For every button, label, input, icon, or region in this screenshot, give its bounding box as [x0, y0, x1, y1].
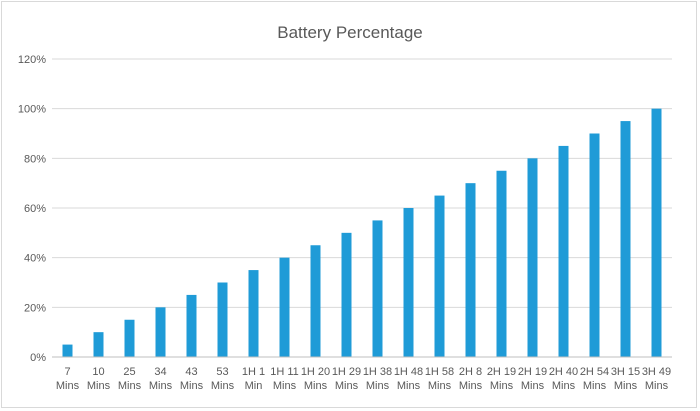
- bar: [279, 257, 290, 357]
- bar: [155, 307, 166, 357]
- x-tick-label: 3H 15 Mins: [611, 366, 640, 392]
- x-tick-label: 10 Mins: [87, 366, 111, 392]
- bar: [93, 332, 104, 357]
- bars: [62, 108, 662, 358]
- y-tick-label: 60%: [24, 203, 46, 215]
- bar: [341, 232, 352, 357]
- bar: [496, 170, 507, 357]
- x-tick-label: 2H 54 Mins: [580, 366, 609, 392]
- x-tick-label: 34 Mins: [149, 366, 173, 392]
- x-tick-label: 1H 1 Min: [242, 366, 265, 392]
- y-tick-label: 0%: [30, 352, 46, 364]
- y-axis-ticks: 0% 20% 40% 60% 80% 100% 120%: [18, 54, 46, 364]
- x-tick-label: 3H 49 Mins: [642, 366, 671, 392]
- bar: [465, 183, 476, 357]
- chart-title: Battery Percentage: [277, 23, 423, 42]
- x-tick-label: 1H 58 Mins: [425, 366, 454, 392]
- y-tick-label: 20%: [24, 302, 46, 314]
- x-tick-label: 1H 38 Mins: [363, 366, 392, 392]
- x-tick-label: 1H 20 Mins: [301, 366, 330, 392]
- y-tick-label: 80%: [24, 153, 46, 165]
- y-tick-label: 100%: [18, 104, 46, 116]
- bar: [620, 121, 631, 357]
- y-tick-label: 120%: [18, 54, 46, 66]
- bar: [124, 319, 135, 357]
- x-tick-label: 7 Mins: [56, 366, 80, 392]
- y-tick-label: 40%: [24, 253, 46, 265]
- x-tick-label: 2H 40 Mins: [549, 366, 578, 392]
- bar: [62, 344, 73, 357]
- bar: [527, 158, 538, 357]
- bar: [558, 145, 569, 357]
- x-tick-label: 43 Mins: [180, 366, 204, 392]
- x-tick-label: 2H 19 Mins: [518, 366, 547, 392]
- x-tick-label: 1H 48 Mins: [394, 366, 423, 392]
- x-tick-label: 1H 11 Mins: [270, 366, 299, 392]
- bar: [651, 108, 662, 358]
- x-tick-label: 1H 29 Mins: [332, 366, 361, 392]
- bar: [186, 294, 197, 357]
- bar: [310, 245, 321, 357]
- bar: [372, 220, 383, 357]
- bar: [434, 195, 445, 357]
- x-tick-label: 53 Mins: [211, 366, 235, 392]
- bar: [589, 133, 600, 357]
- bar: [403, 208, 414, 357]
- gridlines: [52, 58, 672, 308]
- x-tick-label: 2H 8 Mins: [459, 366, 483, 392]
- bar: [248, 270, 259, 357]
- x-tick-label: 25 Mins: [118, 366, 142, 392]
- bar: [217, 282, 228, 357]
- x-tick-label: 2H 19 Mins: [487, 366, 516, 392]
